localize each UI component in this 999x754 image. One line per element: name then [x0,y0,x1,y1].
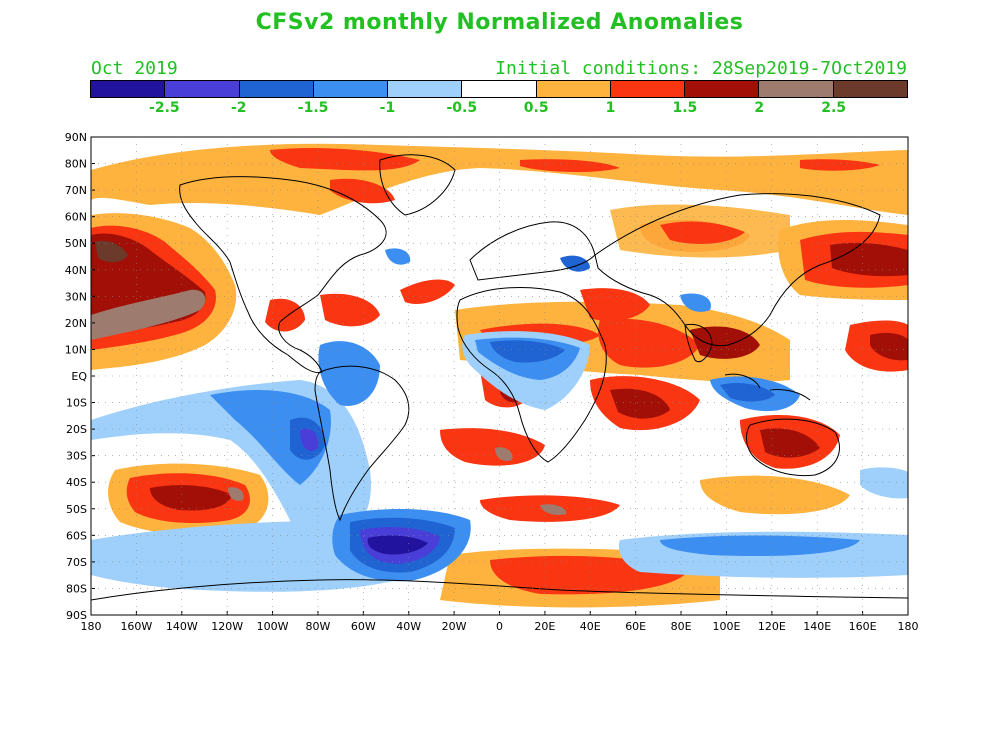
lat-tick-label: 80N [65,158,87,171]
grid-dots [91,137,908,615]
lat-tick-label: 80S [66,582,87,595]
lat-tick-label: 70N [65,184,87,197]
lon-tick-label: 140E [803,620,831,633]
lon-tick-label: 20E [534,620,555,633]
longitude-axis: 180 160W 140W 120W 100W 80W 60W 40W 20W 0 20E 40E 60… [81,611,919,633]
colorbar-label: -2 [230,100,247,116]
lon-tick-label: 0 [496,620,503,633]
lon-tick-label: 160W [120,620,152,633]
forecast-month: Oct 2019 [91,58,178,79]
lon-tick-label: 60E [625,620,646,633]
lat-tick-label: 40S [66,476,87,489]
colorbar-swatch [833,81,907,97]
lon-tick-label: 60W [351,620,376,633]
map-title: CFSv2 monthly Normalized Anomalies [255,10,744,35]
initial-conditions: Initial conditions: 28Sep2019-7Oct2019 [495,58,907,79]
colorbar-label: -0.5 [446,100,478,116]
lon-tick-label: 80E [671,620,692,633]
colorbar-label: 1 [605,100,616,116]
lat-tick-label: 20S [66,423,87,436]
colorbar-label: -1.5 [297,100,329,116]
lon-tick-label: 100E [712,620,740,633]
lon-tick-label: 180 [898,620,919,633]
colorbar-swatch [759,81,834,97]
colorbar [90,80,908,98]
lat-tick-label: 60N [65,211,87,224]
colorbar-swatch [685,81,760,97]
colorbar-swatch [313,81,389,97]
lon-tick-label: 120E [758,620,786,633]
colorbar-label: 2 [754,100,765,116]
colorbar-swatch [91,81,166,97]
lon-tick-label: 160E [849,620,877,633]
lat-tick-label: 30N [65,290,87,303]
lon-tick-label: 80W [306,620,331,633]
colorbar-swatch [610,81,686,97]
lat-tick-label: 40N [65,264,87,277]
lat-tick-label: EQ [71,370,87,383]
lon-tick-label: 20W [442,620,467,633]
colorbar-swatch [462,81,537,97]
colorbar-label: -2.5 [149,100,180,116]
lon-tick-label: 140W [166,620,198,633]
lat-tick-label: 60S [66,529,87,542]
lat-tick-label: 70S [66,556,87,569]
lat-tick-label: 30S [66,450,87,463]
lon-tick-label: 120W [211,620,243,633]
lat-tick-label: 50S [66,503,87,516]
colorbar-swatch [388,81,463,97]
colorbar-swatch [536,81,611,97]
colorbar-label: 1.5 [672,100,698,116]
colorbar-swatch [239,81,314,97]
coastlines [91,154,908,601]
lon-tick-label: 40W [396,620,421,633]
lat-tick-label: 50N [65,237,87,250]
colorbar-swatch [165,81,240,97]
colorbar-label: -1 [379,100,396,116]
lon-tick-label: 100W [257,620,289,633]
colorbar-label: 2.5 [821,100,847,116]
colorbar-labels: -2.5 -2 -1.5 -1 -0.5 0.5 1 1.5 2 2.5 [90,100,908,118]
lon-tick-label: 180 [81,620,102,633]
lat-tick-label: 90S [66,609,87,622]
lon-tick-label: 40E [580,620,601,633]
lat-tick-label: 20N [65,317,87,330]
lat-tick-label: 10N [65,343,87,356]
lat-tick-label: 90N [65,131,87,144]
lat-tick-label: 10S [66,397,87,410]
latitude-axis: 90N 80N 70N 60N 50N 40N 30N 20N 10N EQ 10S 20S 30S 40… [65,131,95,622]
colorbar-label: 0.5 [523,100,549,116]
